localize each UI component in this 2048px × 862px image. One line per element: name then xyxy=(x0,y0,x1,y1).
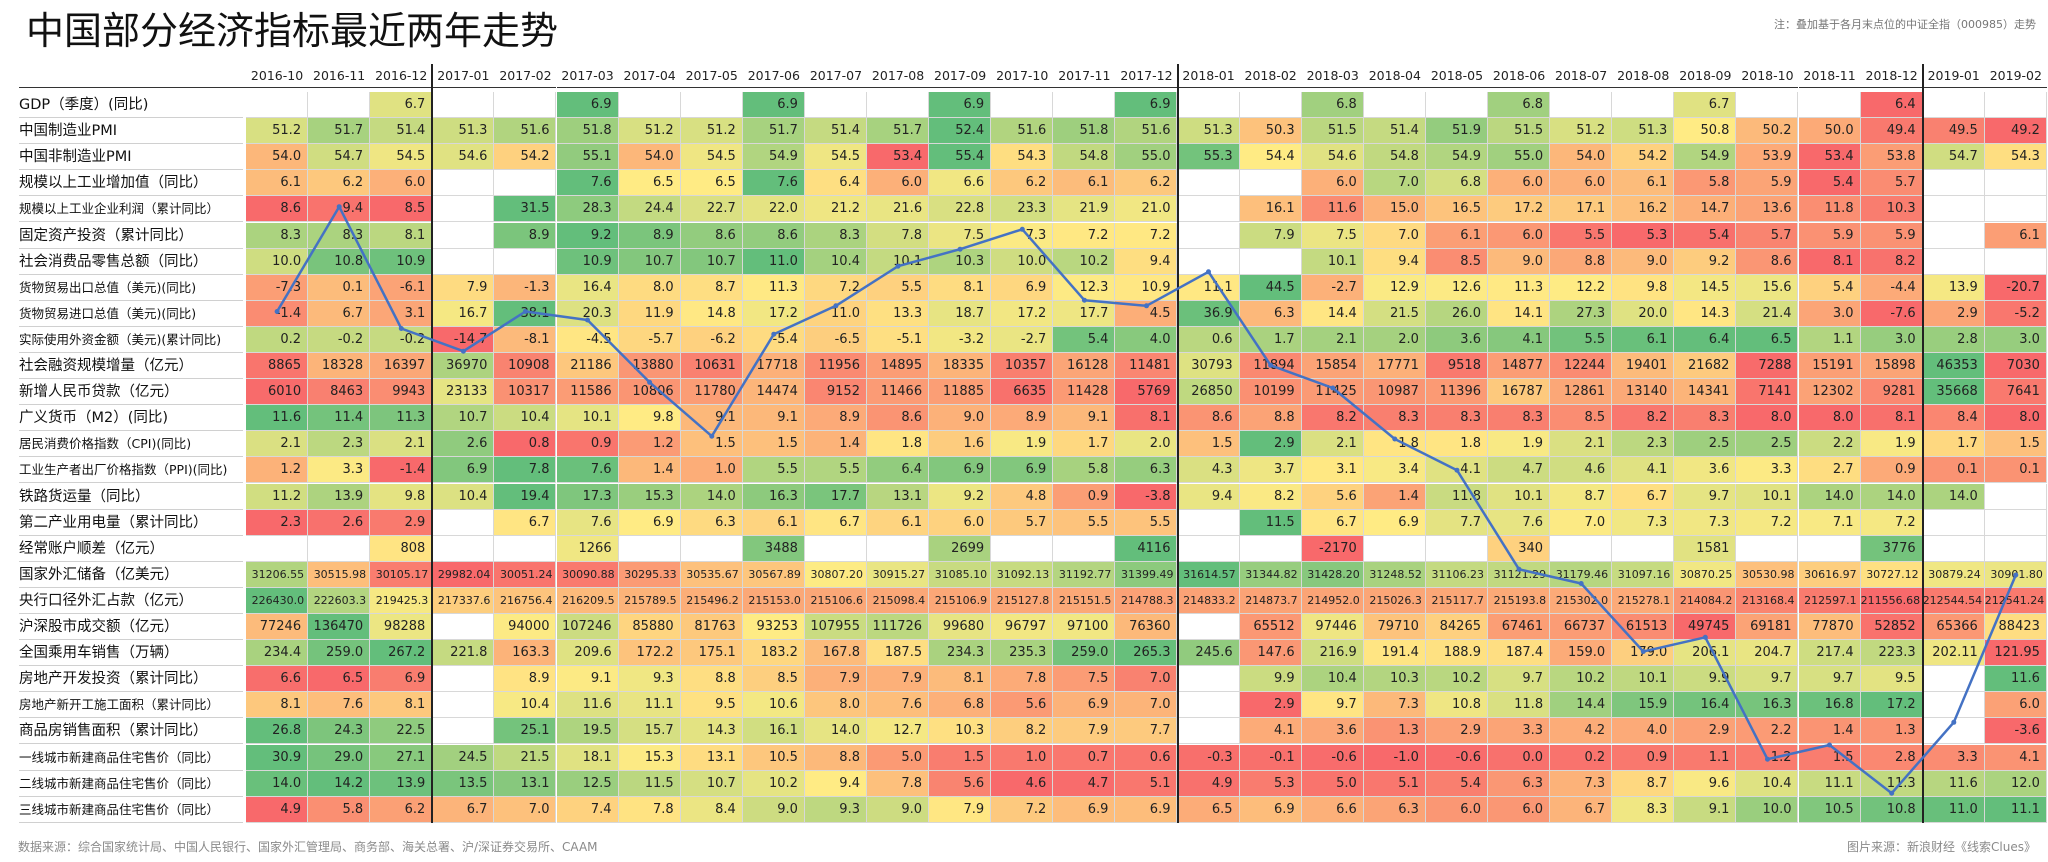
index-point xyxy=(460,348,466,354)
index-point xyxy=(1144,303,1149,309)
index-point xyxy=(1765,756,1770,762)
index-point xyxy=(336,204,342,210)
index-point xyxy=(957,246,963,252)
index-point xyxy=(833,303,839,309)
index-point xyxy=(1206,269,1211,275)
index-point xyxy=(1330,385,1336,391)
index-point xyxy=(1268,362,1274,368)
index-point xyxy=(1019,226,1025,232)
index-point xyxy=(1081,297,1087,303)
overlay-note: 注：叠加基于各月末点位的中证全指（000985）走势 xyxy=(1774,18,2036,31)
index-point xyxy=(895,263,901,269)
index-point xyxy=(709,433,715,439)
index-point xyxy=(1702,634,1708,640)
index-point xyxy=(585,317,590,323)
index-point xyxy=(1640,649,1646,654)
index-point xyxy=(1578,581,1584,586)
index-point xyxy=(2013,572,2019,578)
index-point xyxy=(1889,790,1895,796)
credit-footnote: 图片来源：新浪财经《线索Clues》 xyxy=(1847,840,2036,854)
index-line xyxy=(276,205,2017,795)
index-point xyxy=(1951,719,1957,725)
page-title: 中国部分经济指标最近两年走势 xyxy=(26,9,559,53)
index-point xyxy=(522,309,528,314)
index-point xyxy=(1392,436,1398,442)
index-point xyxy=(771,331,777,337)
index-point xyxy=(398,326,404,331)
index-point xyxy=(647,379,653,385)
source-footnote: 数据来源：综合国家统计局、中国人民银行、国家外汇管理局、商务部、海关总署、沪/深… xyxy=(18,840,598,854)
index-point xyxy=(1827,742,1832,748)
index-point xyxy=(274,309,280,314)
index-point xyxy=(1516,566,1522,572)
index-point xyxy=(1454,467,1460,473)
